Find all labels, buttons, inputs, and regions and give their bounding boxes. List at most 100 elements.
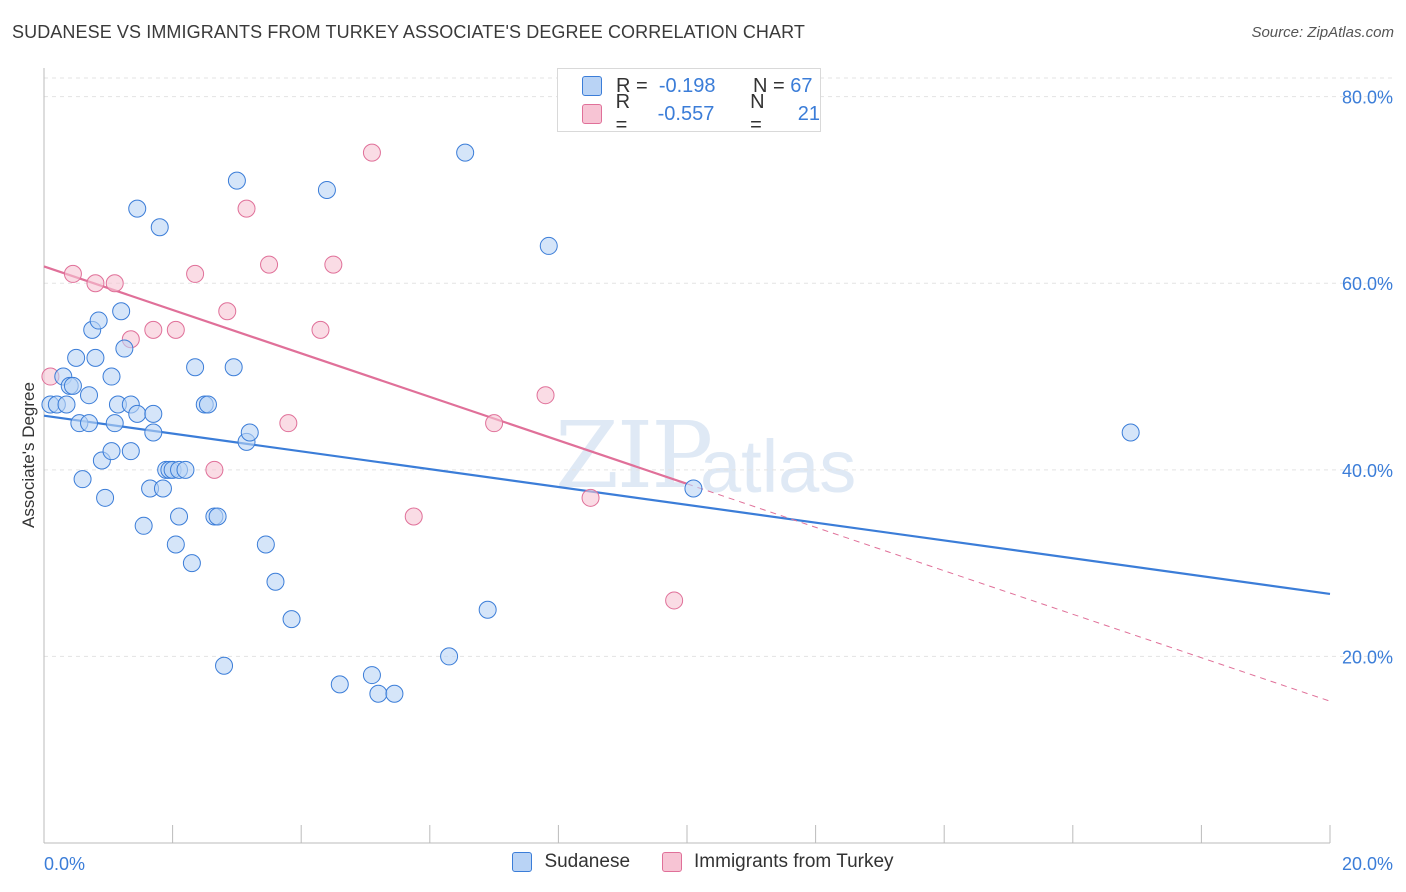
data-point [170,507,189,526]
legend-r-value: -0.557 [657,102,715,125]
data-point [121,442,140,461]
data-point [362,666,381,685]
data-point [330,675,349,694]
data-point [166,535,185,554]
data-point [86,348,105,367]
data-point [256,535,275,554]
data-point [539,236,558,255]
data-point [215,656,234,675]
trend-line-extension [686,483,1331,702]
data-point [186,264,205,283]
turkey-legend-swatch [662,852,683,872]
data-point [581,488,600,507]
legend-item-turkey: Immigrants from Turkey [662,851,894,873]
data-point [266,572,285,591]
data-point [105,414,124,433]
data-point [684,479,703,498]
data-point [218,302,237,321]
legend-n-value: 67 [790,74,813,97]
axes [43,68,1331,844]
trend-line [43,265,688,485]
data-point [182,554,201,573]
data-point [224,358,243,377]
legend-row-turkey: R = -0.557 N = 21 [582,91,821,136]
data-point [1121,423,1140,442]
x-tick-label: 20.0% [1342,854,1393,874]
data-point [536,386,555,405]
tick-labels: 20.0% 40.0% 60.0% 80.0% 0.0% 20.0% [44,88,1393,874]
y-tick-label: 40.0% [1342,461,1393,481]
data-point [96,488,115,507]
data-point [205,460,224,479]
legend-n-label: N = [753,74,785,97]
y-axis-label: Associate's Degree [19,382,38,528]
data-point [144,423,163,442]
data-point [128,404,147,423]
data-point [102,442,121,461]
legend-n-value: 21 [797,102,821,125]
grid-lines [44,77,1395,657]
legend-label-sudanese: Sudanese [544,851,631,872]
data-point [279,414,298,433]
data-point [134,516,153,535]
data-point [115,339,134,358]
data-point [324,255,343,274]
data-point [73,470,92,489]
data-point [362,143,381,162]
data-point [208,507,227,526]
y-tick-label: 20.0% [1342,647,1393,667]
data-point [86,274,105,293]
data-points [41,143,1140,703]
y-tick-label: 80.0% [1342,88,1393,108]
legend-r-label: R = [616,74,648,97]
data-point [67,348,86,367]
chart-title: SUDANESE VS IMMIGRANTS FROM TURKEY ASSOC… [12,22,805,42]
sudanese-legend-swatch [512,852,533,872]
legend-n-label: N = [750,91,765,136]
data-point [260,255,279,274]
stats-legend: R = -0.198 N = 67 R = -0.557 N = 21 [557,68,821,136]
data-point [144,320,163,339]
x-tick-label: 0.0% [44,854,85,874]
legend-item-sudanese: Sudanese [512,851,630,873]
data-point [665,591,684,610]
legend-r-label: R = [615,91,631,136]
data-point [176,460,195,479]
data-point [112,302,131,321]
data-point [186,358,205,377]
data-point [80,414,99,433]
series-legend: Sudanese Immigrants from Turkey [0,851,1406,873]
legend-r-value: -0.198 [658,74,716,97]
data-point [485,414,504,433]
data-point [102,367,121,386]
legend-row-sudanese: R = -0.198 N = 67 [582,73,813,99]
trend-line [43,414,1331,595]
data-point [282,610,301,629]
data-point [89,311,108,330]
data-point [317,180,336,199]
data-point [128,199,147,218]
data-point [144,404,163,423]
data-point [478,600,497,619]
data-point [237,199,256,218]
data-point [440,647,459,666]
y-tick-label: 60.0% [1342,274,1393,294]
watermark-atlas: atlas [700,425,857,508]
data-point [166,320,185,339]
data-point [63,376,82,395]
data-point [105,274,124,293]
trend-lines [43,265,1331,702]
data-point [57,395,76,414]
data-point [153,479,172,498]
turkey-swatch [582,104,602,124]
data-point [63,264,82,283]
data-point [150,218,169,237]
data-point [227,171,246,190]
sudanese-swatch [582,76,602,96]
data-point [80,386,99,405]
data-point [385,684,404,703]
data-point [198,395,217,414]
data-point [404,507,423,526]
data-point [456,143,475,162]
